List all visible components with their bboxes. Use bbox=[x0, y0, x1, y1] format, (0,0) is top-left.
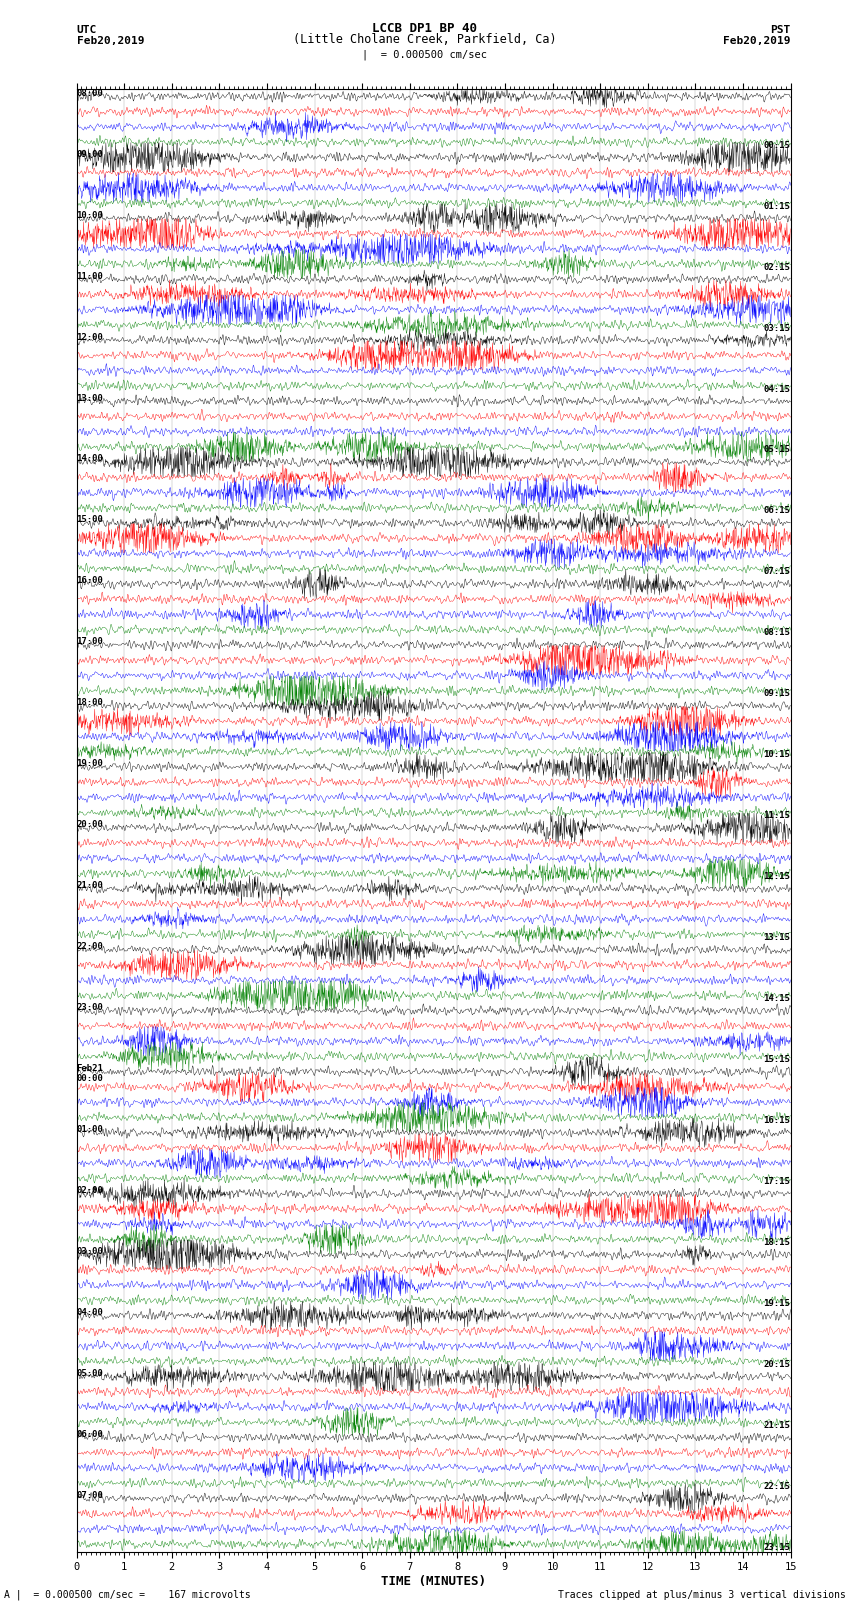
Text: 01:15: 01:15 bbox=[763, 202, 791, 211]
Text: 13:00: 13:00 bbox=[76, 394, 104, 403]
Text: 19:15: 19:15 bbox=[763, 1298, 791, 1308]
Text: 11:00: 11:00 bbox=[76, 271, 104, 281]
Text: LCCB DP1 BP 40: LCCB DP1 BP 40 bbox=[372, 21, 478, 35]
Text: 01:00: 01:00 bbox=[76, 1124, 104, 1134]
Text: 18:00: 18:00 bbox=[76, 698, 104, 706]
Text: 17:00: 17:00 bbox=[76, 637, 104, 647]
Text: 02:00: 02:00 bbox=[76, 1186, 104, 1195]
Text: 09:15: 09:15 bbox=[763, 689, 791, 698]
Text: 06:00: 06:00 bbox=[76, 1429, 104, 1439]
Text: 04:00: 04:00 bbox=[76, 1308, 104, 1316]
Text: 21:00: 21:00 bbox=[76, 881, 104, 890]
Text: 05:00: 05:00 bbox=[76, 1369, 104, 1378]
Text: 22:00: 22:00 bbox=[76, 942, 104, 952]
Text: 23:15: 23:15 bbox=[763, 1542, 791, 1552]
Text: 04:15: 04:15 bbox=[763, 384, 791, 394]
Text: 20:00: 20:00 bbox=[76, 821, 104, 829]
Text: Traces clipped at plus/minus 3 vertical divisions: Traces clipped at plus/minus 3 vertical … bbox=[558, 1590, 846, 1600]
Text: 12:15: 12:15 bbox=[763, 873, 791, 881]
Text: 13:15: 13:15 bbox=[763, 934, 791, 942]
Text: 16:15: 16:15 bbox=[763, 1116, 791, 1124]
Text: 10:15: 10:15 bbox=[763, 750, 791, 760]
Text: 06:15: 06:15 bbox=[763, 506, 791, 516]
Text: 17:15: 17:15 bbox=[763, 1177, 791, 1186]
Text: Feb20,2019: Feb20,2019 bbox=[76, 35, 144, 45]
Text: |  = 0.000500 cm/sec: | = 0.000500 cm/sec bbox=[362, 50, 488, 60]
Text: Feb20,2019: Feb20,2019 bbox=[723, 35, 791, 45]
Text: 19:00: 19:00 bbox=[76, 760, 104, 768]
Text: UTC: UTC bbox=[76, 24, 97, 35]
Text: 20:15: 20:15 bbox=[763, 1360, 791, 1369]
Text: 07:15: 07:15 bbox=[763, 568, 791, 576]
Text: 08:00: 08:00 bbox=[76, 89, 104, 98]
Text: 00:15: 00:15 bbox=[763, 140, 791, 150]
Text: Feb21
00:00: Feb21 00:00 bbox=[76, 1065, 104, 1084]
Text: 16:00: 16:00 bbox=[76, 576, 104, 586]
X-axis label: TIME (MINUTES): TIME (MINUTES) bbox=[381, 1574, 486, 1587]
Text: 18:15: 18:15 bbox=[763, 1237, 791, 1247]
Text: 07:00: 07:00 bbox=[76, 1490, 104, 1500]
Text: 14:15: 14:15 bbox=[763, 994, 791, 1003]
Text: 23:00: 23:00 bbox=[76, 1003, 104, 1011]
Text: 21:15: 21:15 bbox=[763, 1421, 791, 1429]
Text: 11:15: 11:15 bbox=[763, 811, 791, 821]
Text: (Little Cholane Creek, Parkfield, Ca): (Little Cholane Creek, Parkfield, Ca) bbox=[293, 32, 557, 45]
Text: 12:00: 12:00 bbox=[76, 332, 104, 342]
Text: 22:15: 22:15 bbox=[763, 1482, 791, 1490]
Text: 15:15: 15:15 bbox=[763, 1055, 791, 1065]
Text: A |  = 0.000500 cm/sec =    167 microvolts: A | = 0.000500 cm/sec = 167 microvolts bbox=[4, 1589, 251, 1600]
Text: 03:00: 03:00 bbox=[76, 1247, 104, 1257]
Text: 05:15: 05:15 bbox=[763, 445, 791, 455]
Text: 02:15: 02:15 bbox=[763, 263, 791, 271]
Text: 14:00: 14:00 bbox=[76, 455, 104, 463]
Text: 03:15: 03:15 bbox=[763, 324, 791, 332]
Text: 08:15: 08:15 bbox=[763, 629, 791, 637]
Text: 15:00: 15:00 bbox=[76, 516, 104, 524]
Text: PST: PST bbox=[770, 24, 790, 35]
Text: 09:00: 09:00 bbox=[76, 150, 104, 158]
Text: 10:00: 10:00 bbox=[76, 211, 104, 219]
